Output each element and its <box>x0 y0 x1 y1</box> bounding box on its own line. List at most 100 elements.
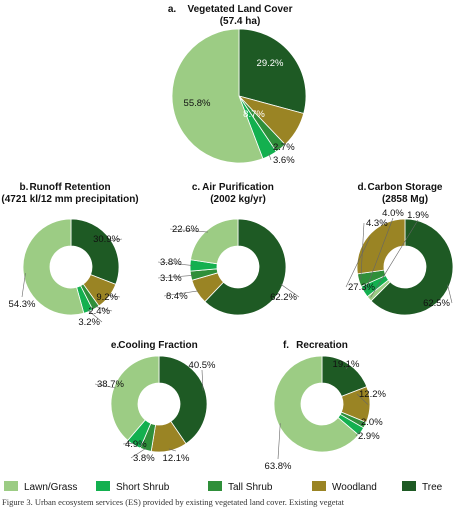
panel-a-letter: a. <box>168 4 177 15</box>
panel-c-donut: 22.6% 3.8% 3.1% 8.4% 62.2% <box>157 218 300 316</box>
panel-1-label-short-shrub: 3.2% <box>78 317 100 328</box>
panel-1-leader-tall-shrub <box>94 306 113 312</box>
panel-5-label-short-shrub: 2.9% <box>358 431 380 442</box>
panel-1-slice-lawn-grass <box>22 218 85 316</box>
legend-swatch-lawn-grass <box>4 481 18 491</box>
legend-swatch-short-shrub <box>96 481 110 491</box>
panel-5-leader-woodland <box>356 393 369 405</box>
panel-a-pie: 55.8% 3.6% 2.7% 8.7% 29.2% <box>171 28 307 166</box>
legend-label-tall-shrub: Tall Shrub <box>228 482 273 493</box>
legend-label-tree: Tree <box>422 482 443 493</box>
panel-3-label-lawn-grass: 1.9% <box>407 210 429 221</box>
panel-b-title: Runoff Retention <box>29 182 110 193</box>
panel-2-slice-lawn-grass <box>190 218 239 265</box>
panel-3-label-tall-shrub: 4.3% <box>366 218 388 229</box>
panel-d-letter: d. <box>358 182 367 193</box>
panel-5-leader-tree <box>345 365 349 370</box>
panel-2-label-tree: 62.2% <box>270 292 297 303</box>
panel-2-leader-tree <box>280 283 300 298</box>
panel-0-label-lawn-grass: 55.8% <box>184 98 211 109</box>
panel-5-label-tree: 19.1% <box>333 359 360 370</box>
panel-c-subtitle: (2002 kg/yr) <box>210 194 266 205</box>
panel-3-leader-tall-shrub <box>360 222 365 280</box>
panel-5-label-woodland: 12.2% <box>359 389 386 400</box>
panel-d-donut: 1.9%4.0%4.3% 27.3% 62.5% <box>345 208 454 316</box>
panel-3-leader-tree <box>447 284 453 304</box>
panel-e: Cooling Fraction e. 38.7% 4.9% 3.8% 12.1% 40… <box>94 340 216 464</box>
panel-4-label-short-shrub: 4.9% <box>125 439 147 450</box>
panel-c-title: Air Purification <box>202 182 274 193</box>
panel-3-leader-lawn-grass <box>370 219 419 298</box>
panel-1-label-tree: 30.9% <box>93 234 120 245</box>
panel-2-leader-lawn-grass <box>169 228 209 233</box>
panel-4-label-tree: 40.5% <box>189 360 216 371</box>
panel-4-slice-lawn-grass <box>110 355 160 441</box>
panel-2-label-tall-shrub: 3.1% <box>160 273 182 284</box>
panel-1-label-tall-shrub: 2.4% <box>88 306 110 317</box>
panel-b-subtitle: (4721 kl/12 mm precipitation) <box>1 194 138 205</box>
legend-label-woodland: Woodland <box>332 482 377 493</box>
panel-0-slice-tree <box>238 28 307 114</box>
legend-label-lawn-grass: Lawn/Grass <box>24 482 77 493</box>
panel-2-slice-tree <box>204 218 287 316</box>
panel-1-leader-tree <box>108 238 123 242</box>
panel-f-donut: 63.8% 2.9% 2.0% 12.2% 19.1% <box>265 355 386 472</box>
panel-0-leader-short-shrub <box>268 153 272 161</box>
panel-b-letter: b. <box>20 182 29 193</box>
legend-swatch-tree <box>402 481 416 491</box>
panel-e-letter: e. <box>111 340 120 351</box>
panel-5-leader-lawn-grass <box>277 423 281 460</box>
figure-caption: Figure 3. Urban ecosystem services (ES) … <box>2 497 345 507</box>
panel-4-leader-short-shrub <box>122 442 135 445</box>
panel-1-leader-short-shrub <box>87 309 103 323</box>
panel-4-label-tall-shrub: 3.8% <box>133 453 155 464</box>
panel-2-leader-tall-shrub <box>157 275 193 279</box>
panel-1-label-lawn-grass: 54.3% <box>9 299 36 310</box>
panel-d-subtitle: (2858 Mg) <box>382 194 428 205</box>
panel-a-title: Vegetated Land Cover <box>187 4 292 15</box>
panel-1-label-woodland: 9.2% <box>96 292 118 303</box>
panel-2-leader-woodland <box>163 290 199 297</box>
panel-f-title: Recreation <box>296 340 348 351</box>
panel-2-leader-short-shrub <box>157 261 193 266</box>
panel-0-label-short-shrub: 3.6% <box>273 155 295 166</box>
panel-1-leader-woodland <box>107 294 121 298</box>
panel-0-label-tree: 29.2% <box>257 58 284 69</box>
legend-swatch-tall-shrub <box>208 481 222 491</box>
panel-5-label-tall-shrub: 2.0% <box>361 417 383 428</box>
panel-b-donut: 54.3% 3.2%2.4% 9.2% 30.9% <box>9 218 123 328</box>
panel-3-label-short-shrub: 4.0% <box>382 208 404 219</box>
legend-swatch-woodland <box>312 481 326 491</box>
panel-3-label-tree: 62.5% <box>423 298 450 309</box>
panel-3-leader-short-shrub <box>365 217 394 291</box>
panel-4-leader-lawn-grass <box>94 383 116 389</box>
panel-5-slice-lawn-grass <box>273 355 360 453</box>
panel-a-subtitle: (57.4 ha) <box>220 16 261 27</box>
panel-3-leader-woodland <box>345 236 371 288</box>
panel-5-leader-short-shrub <box>355 430 360 437</box>
panel-2-label-lawn-grass: 22.6% <box>172 224 199 235</box>
panel-0-label-tall-shrub: 2.7% <box>273 142 295 153</box>
panel-3-label-woodland: 27.3% <box>348 282 375 293</box>
legend: Lawn/Grass Short Shrub Tall Shrub Woodland T… <box>4 481 443 493</box>
panel-e-donut: 38.7% 4.9% 3.8% 12.1% 40.5% <box>94 355 216 464</box>
panel-c: Air Purification (2002 kg/yr) c. 22.6% 3.… <box>157 182 300 316</box>
panel-d-title: Carbon Storage <box>367 182 442 193</box>
panel-f-letter: f. <box>283 340 289 351</box>
panel-e-title: Cooling Fraction <box>118 340 197 351</box>
panel-f: Recreation f. 63.8% 2.9% 2.0% 12.2% 19.1% <box>265 340 387 472</box>
panel-b: Runoff Retention (4721 kl/12 mm precipit… <box>1 182 138 328</box>
panel-4-label-lawn-grass: 38.7% <box>97 379 124 390</box>
panel-4-leader-woodland <box>168 448 177 452</box>
panel-a: Vegetated Land Cover (57.4 ha) a. 55.8% 3… <box>168 4 307 166</box>
panel-4-leader-tall-shrub <box>130 447 147 459</box>
panel-1-leader-lawn-grass <box>21 273 26 298</box>
panel-0-slice-lawn-grass <box>171 28 264 164</box>
panel-3-slice-woodland <box>356 218 406 275</box>
legend-label-short-shrub: Short Shrub <box>116 482 170 493</box>
panel-2-label-woodland: 8.4% <box>166 291 188 302</box>
panel-c-letter: c. <box>192 182 201 193</box>
panel-4-label-woodland: 12.1% <box>163 453 190 464</box>
panel-1-slice-tree <box>70 218 120 285</box>
